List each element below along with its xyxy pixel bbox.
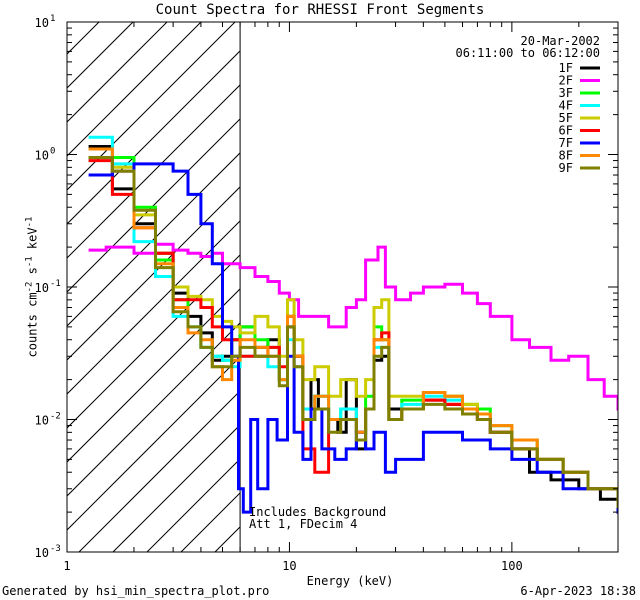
y-tick-exponent: -3: [50, 544, 61, 554]
legend-label-5F: 5F: [559, 111, 573, 125]
legend-label-2F: 2F: [559, 74, 573, 88]
hatch-line: [0, 0, 101, 552]
x-tick-label: 100: [501, 559, 523, 573]
y-tick-exponent: -2: [50, 412, 61, 422]
legend-label-6F: 6F: [559, 124, 573, 138]
legend-label-4F: 4F: [559, 99, 573, 113]
legend-label-1F: 1F: [559, 61, 573, 75]
y-tick-label: 10: [35, 16, 49, 30]
legend-label-9F: 9F: [559, 161, 573, 175]
y-tick-label: 10: [35, 546, 49, 560]
x-tick-label: 1: [63, 559, 70, 573]
y-tick-exponent: 1: [50, 14, 55, 24]
hatch-line: [67, 22, 168, 123]
y-axis-label-text: counts cm: [25, 292, 40, 358]
legend-label-7F: 7F: [559, 136, 573, 150]
hatched-region: [0, 0, 618, 552]
y-units-exp-kev: -1: [24, 216, 35, 228]
footer-generator: Generated by hsi_min_spectra_plot.pro: [2, 584, 270, 598]
y-units-exp-s: -1: [24, 256, 35, 268]
footer-timestamp: 6-Apr-2023 18:38: [520, 584, 636, 598]
x-tick-label: 10: [282, 559, 296, 573]
legend-label-8F: 8F: [559, 149, 573, 163]
y-tick-label: 10: [35, 281, 49, 295]
date-label: 20-Mar-2002: [520, 34, 600, 48]
annotation-line-2: Att 1, FDecim 4: [249, 517, 358, 531]
hatch-line: [67, 22, 270, 225]
hatch-line: [67, 22, 202, 157]
hatch-line: [67, 22, 236, 191]
series-group: [88, 135, 618, 514]
chart-title: Count Spectra for RHESSI Front Segments: [155, 2, 485, 18]
series-line-2F: [88, 242, 618, 411]
y-tick-label: 10: [35, 414, 49, 428]
y-tick-exponent: -1: [50, 279, 61, 289]
hatch-line: [67, 22, 100, 55]
time-range-label: 06:11:00 to 06:12:00: [455, 46, 601, 60]
x-axis-label: Energy (keV): [306, 574, 394, 588]
series-line-7F: [88, 162, 618, 514]
annotation-line-1: Includes Background: [249, 505, 387, 519]
hatch-line: [67, 22, 134, 89]
y-units-exp-cm: -2: [24, 281, 35, 293]
legend-label-3F: 3F: [559, 86, 573, 100]
y-tick-exponent: 0: [50, 147, 55, 157]
y-tick-label: 10: [35, 149, 49, 163]
y-units-s: s: [25, 267, 40, 282]
y-units-kev: keV: [25, 227, 40, 257]
series-line-9F: [88, 156, 618, 509]
